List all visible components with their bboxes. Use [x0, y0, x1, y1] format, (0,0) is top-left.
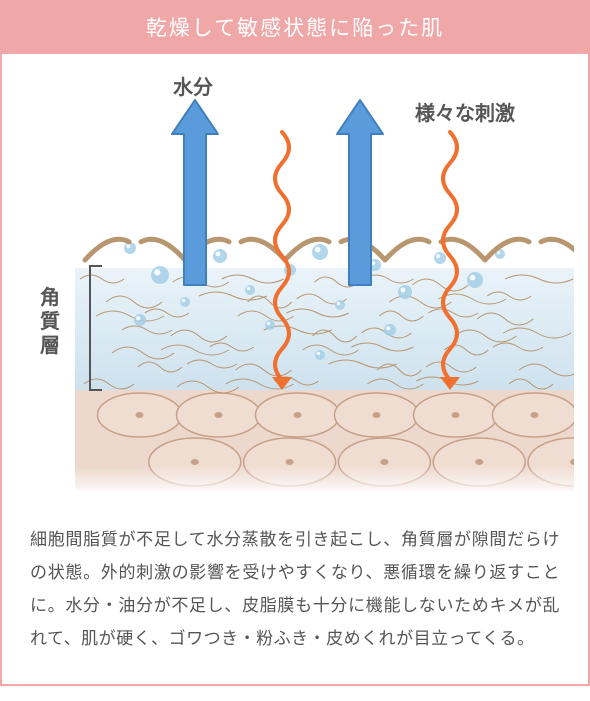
- stratum-label: 角: [40, 285, 60, 309]
- moisture-label: 水分: [173, 76, 213, 99]
- stratum-label: 層: [40, 334, 60, 357]
- card-header: 乾燥して敏感状態に陥った肌: [2, 2, 588, 54]
- info-card: 乾燥して敏感状態に陥った肌 水分様々な刺激角質層 細胞間脂質が不足して水分蒸散を…: [0, 0, 590, 686]
- card-title: 乾燥して敏感状態に陥った肌: [146, 17, 444, 40]
- stimuli-label: 様々な刺激: [415, 101, 515, 125]
- skin-diagram: 水分様々な刺激角質層: [20, 70, 574, 500]
- diagram-container: 水分様々な刺激角質層: [2, 54, 588, 511]
- description-text: 細胞間脂質が不足して水分蒸散を引き起こし、角質層が隙間だらけの状態。外的刺激の影…: [2, 511, 588, 684]
- stratum-label: 質: [40, 309, 60, 333]
